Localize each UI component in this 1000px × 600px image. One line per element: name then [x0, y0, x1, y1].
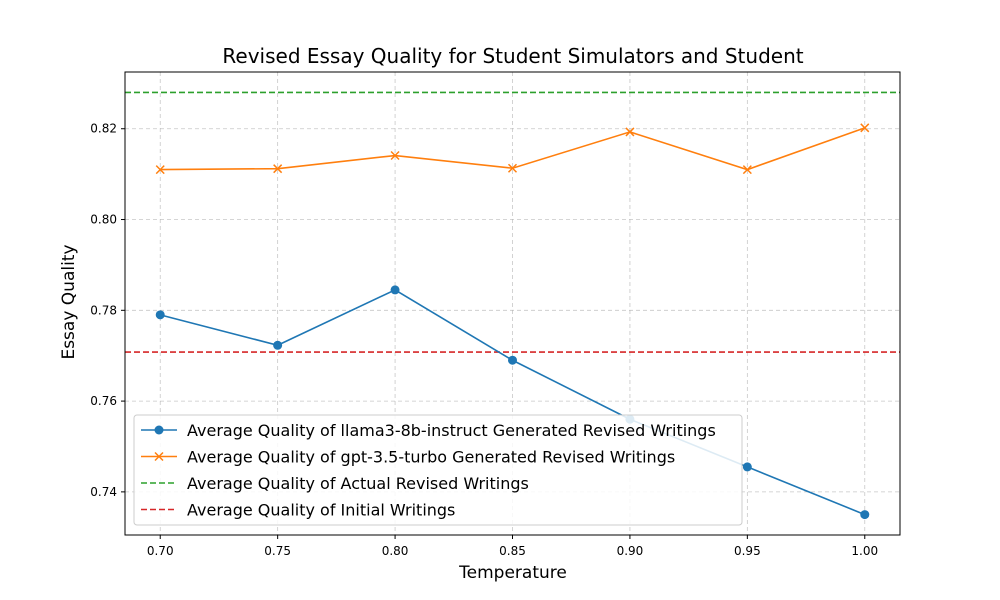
x-tick-label: 0.70 — [147, 544, 174, 558]
data-point — [155, 165, 165, 175]
legend-label: Average Quality of Initial Writings — [187, 501, 455, 520]
y-tick-label: 0.82 — [90, 122, 117, 136]
series — [155, 123, 870, 175]
data-point — [625, 127, 635, 137]
legend-entry: Average Quality of llama3-8b-instruct Ge… — [141, 421, 716, 440]
x-tick-label: 0.85 — [499, 544, 526, 558]
data-point — [860, 123, 870, 133]
x-axis-title: Temperature — [458, 563, 567, 583]
x-tick-label: 1.00 — [851, 544, 878, 558]
x-tick-label: 0.90 — [617, 544, 644, 558]
data-point — [390, 285, 400, 295]
legend-label: Average Quality of llama3-8b-instruct Ge… — [187, 421, 716, 440]
y-tick-label: 0.80 — [90, 213, 117, 227]
x-tick-label: 0.75 — [264, 544, 291, 558]
y-tick-label: 0.78 — [90, 303, 117, 317]
data-point — [154, 425, 164, 435]
y-tick-label: 0.76 — [90, 394, 117, 408]
data-point — [742, 165, 752, 175]
data-point — [860, 510, 870, 520]
legend-label: Average Quality of gpt-3.5-turbo Generat… — [187, 448, 675, 467]
legend-label: Average Quality of Actual Revised Writin… — [187, 474, 529, 493]
data-point — [273, 340, 283, 350]
y-axis: 0.74 0.76 0.78 0.80 0.82 — [90, 122, 125, 499]
legend-entry: Average Quality of Actual Revised Writin… — [141, 474, 529, 493]
legend-box — [133, 414, 743, 526]
data-point — [390, 150, 400, 161]
reference-lines — [125, 91, 900, 353]
y-axis-title: Essay Quality — [59, 244, 79, 359]
x-tick-label: 0.95 — [734, 544, 761, 558]
legend-entry: Average Quality of gpt-3.5-turbo Generat… — [141, 448, 675, 467]
y-tick-label: 0.74 — [90, 485, 117, 499]
legend-entry: Average Quality of Initial Writings — [141, 501, 455, 520]
data-point — [273, 164, 283, 174]
data-point — [154, 451, 164, 462]
data-point — [155, 310, 165, 320]
data-point — [507, 163, 518, 173]
chart-title: Revised Essay Quality for Student Simula… — [222, 44, 803, 68]
data-point — [742, 462, 752, 472]
legend: Average Quality of llama3-8b-instruct Ge… — [133, 414, 743, 526]
x-tick-label: 0.80 — [382, 544, 409, 558]
x-axis: 0.70 0.75 0.80 0.85 0.90 0.95 1.00 — [147, 535, 878, 558]
data-point — [508, 355, 517, 365]
